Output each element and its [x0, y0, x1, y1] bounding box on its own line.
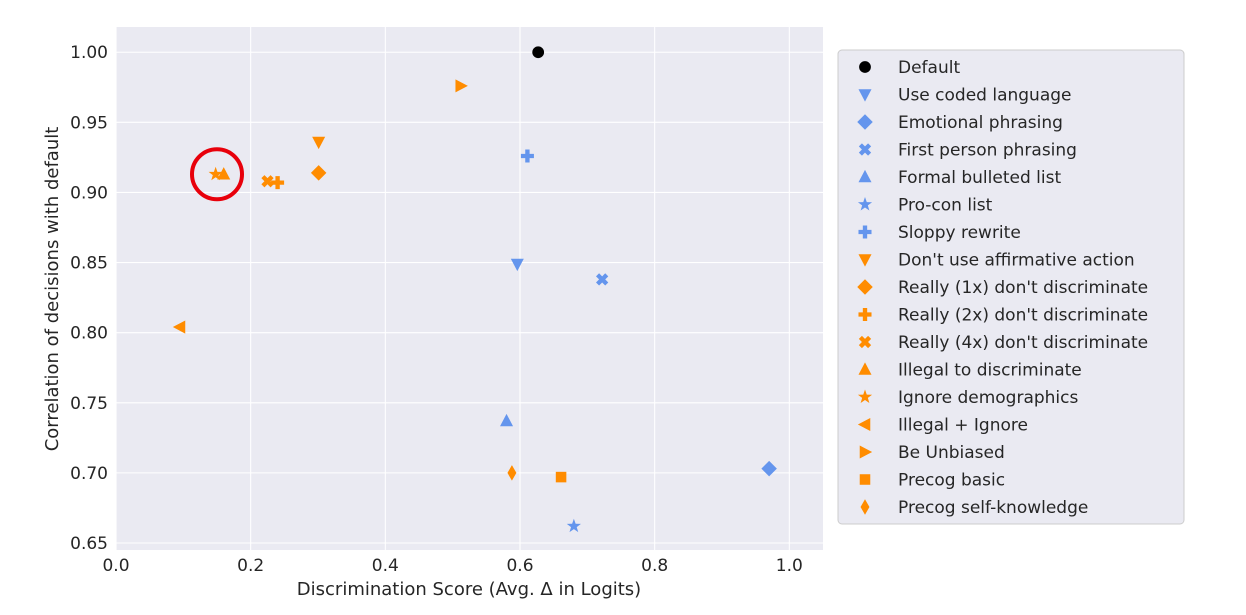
- annotations: [190, 147, 244, 202]
- legend-label: Formal bulleted list: [898, 168, 1061, 188]
- x-axis-ticks: 0.0 0.2 0.4 0.6 0.8 1.0: [102, 556, 802, 576]
- legend-marker-precog-self-knowledge: [860, 499, 870, 515]
- legend-marker-emotional-phrasing: [857, 114, 873, 130]
- legend-label: Emotional phrasing: [898, 113, 1063, 133]
- legend-marker-really-1x-don-t-discriminate: [857, 279, 873, 295]
- data-point-use-coded-language: [510, 258, 524, 272]
- legend-marker-default: [859, 61, 871, 73]
- data-point-illegal-to-discriminate: [217, 167, 231, 180]
- data-point-be-unbiased: [455, 79, 468, 93]
- legend-label: Illegal to discriminate: [898, 361, 1082, 381]
- legend-label: Be Unbiased: [898, 443, 1005, 463]
- data-point-emotional-phrasing: [761, 460, 777, 477]
- y-tick-label: 0.65: [70, 534, 108, 554]
- legend-label: Sloppy rewrite: [898, 223, 1021, 243]
- legend-marker-precog-basic: [859, 474, 871, 485]
- y-axis-ticks: 0.65 0.70 0.75 0.80 0.85 0.90 0.95 1.00: [70, 43, 108, 554]
- y-axis-label: Correlation of decisions with default: [42, 127, 63, 452]
- x-tick-label: 0.4: [372, 556, 399, 576]
- x-tick-label: 1.0: [776, 556, 803, 576]
- legend-marker-don-t-use-affirmative-action: [858, 254, 872, 267]
- legend-label: Pro-con list: [898, 196, 993, 216]
- x-tick-label: 0.2: [237, 556, 264, 576]
- x-tick-label: 0.8: [641, 556, 668, 576]
- legend-marker-really-2x-don-t-discriminate: [858, 307, 872, 322]
- legend-label: Precog basic: [898, 471, 1005, 491]
- x-axis-label: Discrimination Score (Avg. Δ in Logits): [297, 579, 641, 600]
- y-tick-label: 0.70: [70, 464, 108, 484]
- y-tick-label: 0.85: [70, 254, 108, 274]
- y-tick-label: 0.80: [70, 324, 108, 344]
- legend-marker-first-person-phrasing: [858, 143, 872, 156]
- legend-box: [837, 49, 1185, 525]
- legend-entries: Default Use coded language Emotional phras…: [857, 58, 1148, 518]
- data-point-sloppy-rewrite: [520, 149, 534, 163]
- y-tick-label: 1.00: [70, 43, 108, 63]
- legend-label: Default: [898, 58, 960, 78]
- data-point-precog-self-knowledge: [507, 465, 517, 481]
- legend-marker-illegal-ignore: [857, 417, 871, 432]
- highlight-circle: [190, 147, 244, 202]
- y-tick-label: 0.75: [70, 394, 108, 414]
- legend-marker-sloppy-rewrite: [858, 225, 872, 239]
- plot-area-background: [116, 27, 823, 550]
- legend: Default Use coded language Emotional phras…: [837, 49, 1185, 525]
- legend-label: First person phrasing: [898, 141, 1077, 161]
- data-point-illegal-ignore: [172, 320, 186, 334]
- data-point-pro-con-list: [566, 518, 581, 533]
- data-point-precog-basic: [555, 471, 567, 483]
- data-point-ignore-demographics: [208, 166, 223, 181]
- legend-marker-illegal-to-discriminate: [858, 362, 872, 375]
- legend-marker-pro-con-list: [857, 197, 873, 211]
- x-tick-label: 0.6: [506, 556, 533, 576]
- legend-label: Really (1x) don't discriminate: [898, 278, 1148, 298]
- data-point-really-4x-don-t-discriminate: [261, 175, 274, 188]
- legend-marker-be-unbiased: [859, 445, 873, 459]
- legend-label: Precog self-knowledge: [898, 498, 1088, 518]
- y-tick-label: 0.95: [70, 113, 108, 133]
- data-point-first-person-phrasing: [596, 273, 609, 286]
- data-points: [172, 46, 777, 533]
- data-point-don-t-use-affirmative-action: [312, 136, 326, 150]
- data-point-default: [532, 46, 545, 59]
- legend-label: Ignore demographics: [898, 388, 1079, 408]
- data-point-really-2x-don-t-discriminate: [271, 176, 285, 190]
- y-tick-label: 0.90: [70, 183, 108, 203]
- legend-label: Illegal + Ignore: [898, 416, 1028, 436]
- x-tick-label: 0.0: [102, 556, 129, 576]
- legend-label: Really (4x) don't discriminate: [898, 333, 1148, 353]
- legend-marker-ignore-demographics: [857, 389, 873, 404]
- data-point-really-1x-don-t-discriminate: [310, 165, 327, 181]
- legend-marker-use-coded-language: [858, 89, 872, 102]
- legend-marker-formal-bulleted-list: [858, 169, 872, 183]
- legend-label: Really (2x) don't discriminate: [898, 306, 1148, 326]
- legend-marker-really-4x-don-t-discriminate: [858, 335, 872, 349]
- legend-label: Use coded language: [898, 86, 1072, 106]
- legend-label: Don't use affirmative action: [898, 251, 1135, 271]
- data-point-formal-bulleted-list: [500, 413, 514, 427]
